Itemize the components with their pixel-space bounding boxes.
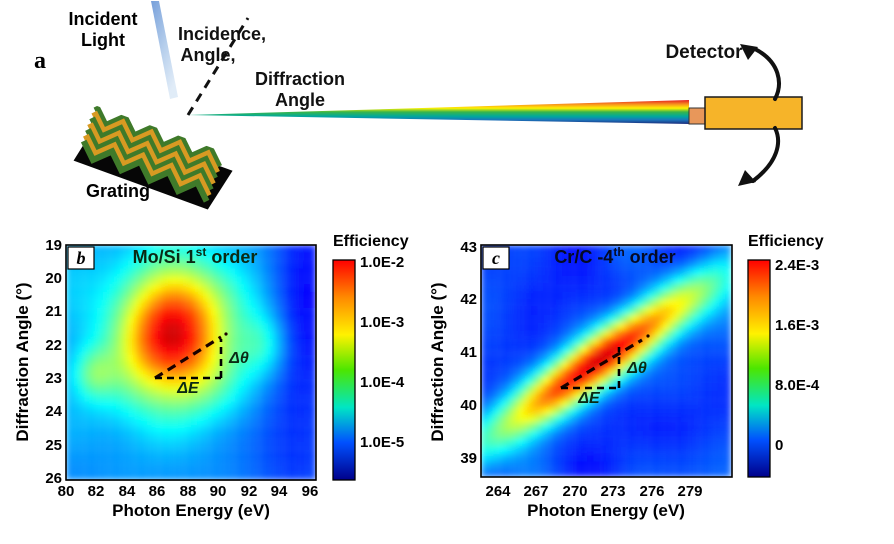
svg-text:276: 276 [639,483,664,500]
svg-text:279: 279 [677,483,702,500]
svg-text:Light: Light [81,30,125,50]
svg-text:41: 41 [460,344,477,361]
svg-text:25: 25 [45,437,62,454]
svg-text:1.0E-5: 1.0E-5 [360,434,404,451]
svg-text:ΔE: ΔE [176,380,200,397]
svg-text:Efficiency: Efficiency [748,233,824,250]
svg-text:20: 20 [45,270,62,287]
svg-text:267: 267 [523,483,548,500]
svg-text:Photon Energy (eV): Photon Energy (eV) [527,501,685,520]
svg-text:19: 19 [45,237,62,254]
svg-text:Angle,: Angle, [180,45,235,65]
svg-text:43: 43 [460,239,477,256]
svg-text:Angle: Angle [275,90,325,110]
svg-text:b: b [77,248,86,268]
svg-text:96: 96 [302,483,319,500]
svg-text:23: 23 [45,370,62,387]
svg-text:8.0E-4: 8.0E-4 [775,377,820,394]
svg-text:Δθ: Δθ [228,350,249,367]
svg-text:Photon Energy (eV): Photon Energy (eV) [112,501,270,520]
svg-text:c: c [492,248,500,268]
svg-text:88: 88 [180,483,197,500]
svg-text:84: 84 [119,483,136,500]
svg-text:22: 22 [45,337,62,354]
svg-text:Detector: Detector [665,42,743,63]
svg-text:24: 24 [45,403,62,420]
svg-text:94: 94 [271,483,288,500]
svg-text:Grating: Grating [86,181,150,201]
svg-text:42: 42 [460,291,477,308]
svg-text:264: 264 [485,483,511,500]
svg-text:1.0E-3: 1.0E-3 [360,314,404,331]
svg-text:82: 82 [88,483,105,500]
svg-text:86: 86 [149,483,166,500]
svg-text:Δθ: Δθ [626,360,647,377]
svg-text:ΔE: ΔE [577,390,601,407]
svg-text:Mo/Si 1st order: Mo/Si 1st order [133,245,258,267]
svg-text:Incident: Incident [68,9,137,29]
svg-text:270: 270 [562,483,587,500]
svg-text:1.6E-3: 1.6E-3 [775,317,819,334]
svg-text:2.4E-3: 2.4E-3 [775,257,819,274]
svg-text:0: 0 [775,437,783,454]
svg-text:39: 39 [460,450,477,467]
svg-text:Diffraction: Diffraction [255,69,345,89]
svg-text:21: 21 [45,303,62,320]
svg-text:92: 92 [241,483,258,500]
svg-text:1.0E-4: 1.0E-4 [360,374,405,391]
svg-text:Diffraction Angle (°): Diffraction Angle (°) [13,282,32,441]
svg-text:Incidence,: Incidence, [178,24,266,44]
svg-text:1.0E-2: 1.0E-2 [360,254,404,271]
svg-text:Diffraction Angle (°): Diffraction Angle (°) [428,282,447,441]
svg-text:90: 90 [210,483,227,500]
svg-text:Efficiency: Efficiency [333,233,409,250]
svg-text:26: 26 [45,470,62,487]
svg-text:40: 40 [460,397,477,414]
svg-text:273: 273 [600,483,625,500]
